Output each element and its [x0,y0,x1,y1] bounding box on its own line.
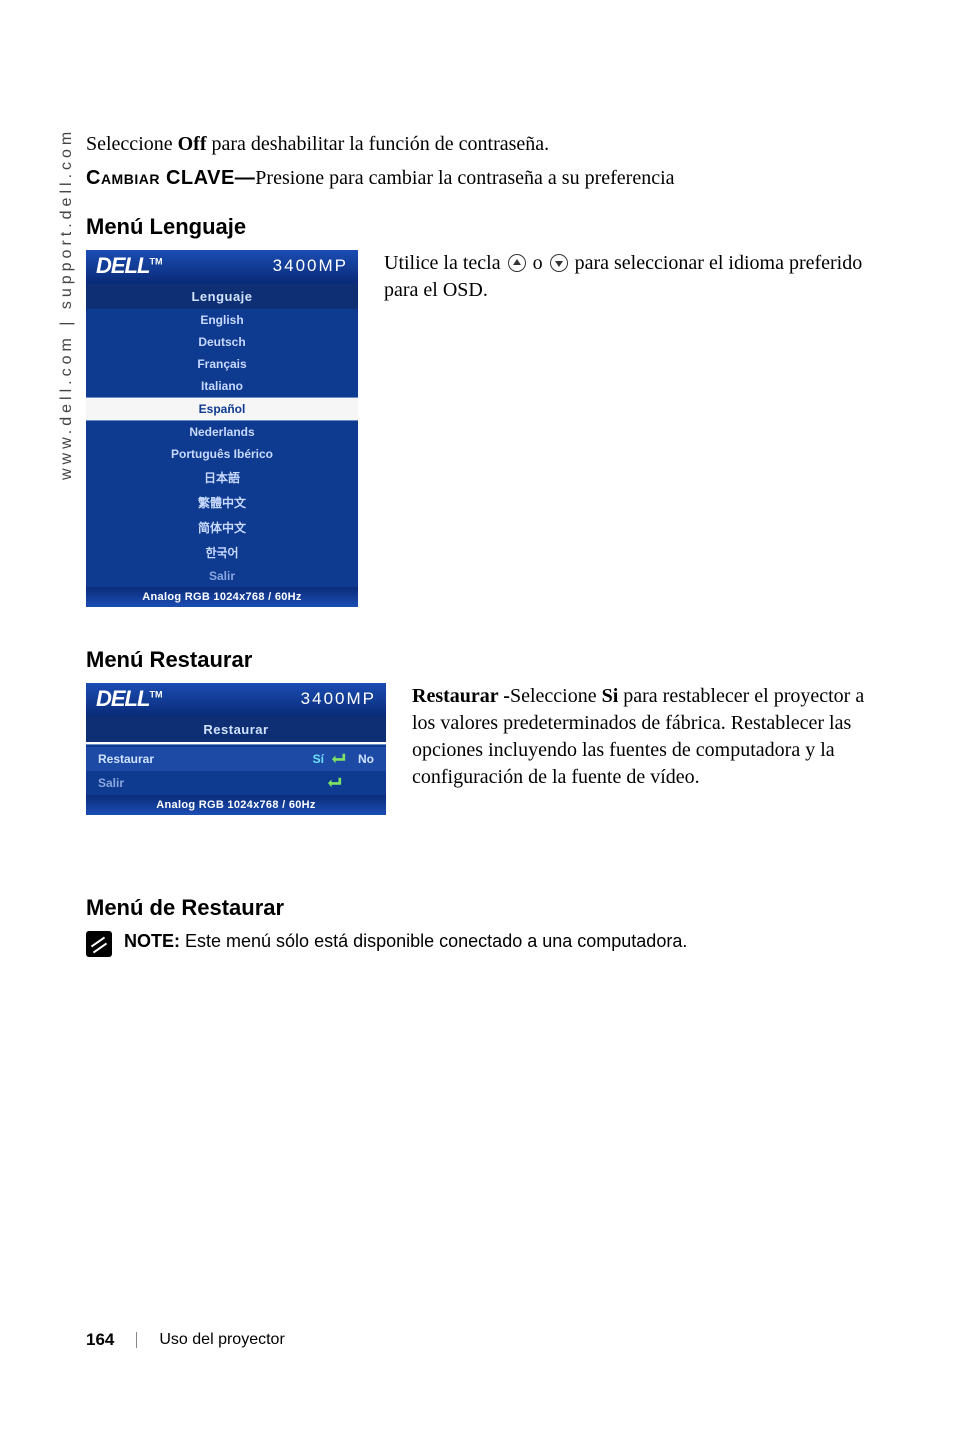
note-row: NOTE: Este menú sólo está disponible con… [86,931,886,957]
page-footer: 164 Uso del proyector [86,1330,285,1350]
osd-item: Português Ibérico [86,443,358,465]
model-text-2: 3400MP [301,689,376,709]
heading-lenguaje: Menú Lenguaje [86,214,886,240]
model-text: 3400MP [273,256,348,276]
osd-item: Nederlands [86,421,358,443]
restaurar-body-text: Restaurar -Seleccione Si para restablece… [412,683,886,791]
down-arrow-icon [550,254,568,272]
footer-divider [136,1332,137,1348]
osd-row-salir: Salir [86,771,386,795]
osd-row-restaurar: Restaurar Sí No [86,747,386,771]
lenguaje-row: DELLTM 3400MP Lenguaje EnglishDeutschFra… [86,250,886,607]
lenguaje-body-text: Utilice la tecla o para seleccionar el i… [384,250,886,304]
enter-icon [330,752,348,766]
osd-footer: Analog RGB 1024x768 / 60Hz [86,587,358,607]
osd-item: English [86,309,358,331]
heading-de-restaurar: Menú de Restaurar [86,895,886,921]
osd-header: DELLTM 3400MP [86,250,358,284]
side-url-text: www.dell.com | support.dell.com [58,128,76,480]
osd-item: Italiano [86,375,358,397]
leng-pre: Utilice la tecla [384,252,506,274]
note-text: NOTE: Este menú sólo está disponible con… [124,931,687,952]
osd-header-2: DELLTM 3400MP [86,683,386,717]
logo-text: DELL [96,253,149,278]
osd-body-2: Restaurar Sí No Salir [86,744,386,795]
logo-tm-2: TM [149,690,162,700]
logo-tm: TM [149,257,162,267]
osd-restaurar: DELLTM 3400MP Restaurar Restaurar Sí No … [86,683,386,815]
osd-item: 繁體中文 [86,490,358,515]
cambiar-label: Cambiar CLAVE— [86,167,255,189]
restaurar-row: DELLTM 3400MP Restaurar Restaurar Sí No … [86,683,886,815]
osd-item: 한국어 [86,540,358,565]
paragraph-off: Seleccione Off para deshabilitar la func… [86,130,886,158]
logo-text-2: DELL [96,686,149,711]
paragraph-cambiar: Cambiar CLAVE—Presione para cambiar la c… [86,164,886,192]
dell-logo-2: DELLTM [96,686,162,712]
osd-item: Español [86,397,358,421]
p1-pre: Seleccione [86,133,178,155]
osd-sep [86,744,386,745]
osd-title-2: Restaurar [86,717,386,742]
row-si: Sí [313,752,324,766]
osd-item: Deutsch [86,331,358,353]
heading-restaurar: Menú Restaurar [86,647,886,673]
rest-b1: Restaurar - [412,685,510,707]
osd-item: 日本語 [86,465,358,490]
cambiar-text: Presione para cambiar la contraseña a su… [255,167,674,189]
osd-title: Lenguaje [86,284,358,309]
row-salir: Salir [98,776,326,790]
row-no: No [358,752,374,766]
page-number: 164 [86,1330,114,1350]
up-arrow-icon [508,254,526,272]
osd-item: Salir [86,565,358,587]
osd-body: EnglishDeutschFrançaisItalianoEspañolNed… [86,309,358,587]
row-label: Restaurar [98,752,313,766]
osd-footer-2: Analog RGB 1024x768 / 60Hz [86,795,386,815]
leng-mid: o [528,252,548,274]
osd-item: Français [86,353,358,375]
note-icon [86,931,112,957]
p1-bold: Off [178,133,207,155]
rest-t1: Seleccione [510,685,602,707]
note-body: Este menú sólo está disponible conectado… [185,931,687,951]
note-label: NOTE: [124,931,185,951]
dell-logo: DELLTM [96,253,162,279]
page-content: Seleccione Off para deshabilitar la func… [86,130,886,957]
p1-post: para deshabilitar la función de contrase… [207,133,550,155]
footer-section: Uso del proyector [159,1331,284,1349]
enter-icon-2 [326,776,344,790]
rest-b2: Si [602,685,619,707]
osd-item: 简体中文 [86,515,358,540]
osd-lenguaje: DELLTM 3400MP Lenguaje EnglishDeutschFra… [86,250,358,607]
